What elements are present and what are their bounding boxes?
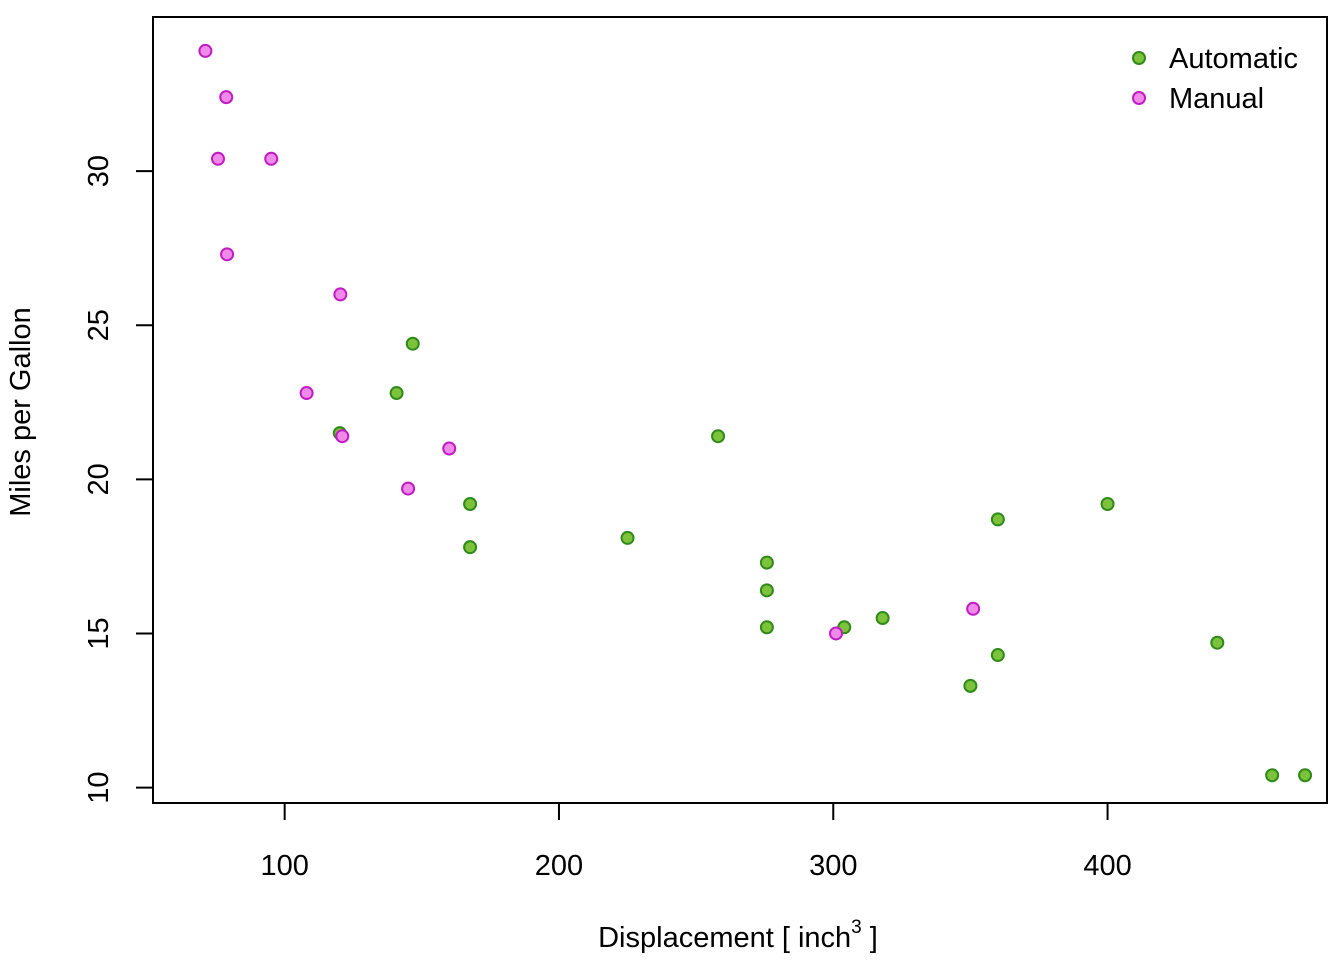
point-automatic (711, 429, 726, 444)
plot-frame (152, 16, 1328, 804)
point-automatic (759, 620, 774, 635)
legend-marker-manual (1132, 91, 1146, 105)
point-manual (264, 151, 279, 166)
point-manual (211, 151, 226, 166)
y-tick-label: 20 (83, 463, 115, 495)
y-tick-label: 15 (83, 617, 115, 649)
x-tick-label: 300 (809, 850, 857, 882)
point-manual (401, 481, 416, 496)
x-axis-label: Displacement [ inch3 ] (598, 917, 878, 954)
x-axis-label-suffix: ] (862, 922, 878, 954)
point-automatic (620, 530, 635, 545)
legend-label-automatic: Automatic (1169, 43, 1298, 75)
point-automatic (463, 497, 478, 512)
x-tick-label: 100 (260, 850, 308, 882)
point-automatic (405, 336, 420, 351)
point-automatic (875, 611, 890, 626)
y-tick-label: 25 (83, 309, 115, 341)
point-automatic (990, 512, 1005, 527)
point-manual (220, 247, 235, 262)
y-axis-label: Miles per Gallon (5, 307, 37, 517)
y-tick-label: 10 (83, 771, 115, 803)
y-tick-label: 30 (83, 155, 115, 187)
legend: Automatic Manual (1132, 43, 1298, 115)
point-automatic (1265, 768, 1280, 783)
point-manual (333, 287, 348, 302)
x-tick-label: 200 (535, 850, 583, 882)
point-manual (219, 90, 234, 105)
point-manual (335, 429, 350, 444)
point-manual (829, 626, 844, 641)
point-manual (966, 601, 981, 616)
point-automatic (990, 648, 1005, 663)
legend-marker-automatic (1132, 51, 1146, 65)
legend-label-manual: Manual (1169, 83, 1264, 115)
x-tick-label: 400 (1083, 850, 1131, 882)
point-manual (442, 441, 457, 456)
y-axis: 10 15 20 25 30 (83, 155, 154, 804)
point-automatic (389, 386, 404, 401)
point-automatic (1210, 635, 1225, 650)
point-automatic (963, 678, 978, 693)
point-automatic (463, 540, 478, 555)
point-manual (198, 43, 213, 58)
x-axis-label-superscript: 3 (851, 917, 862, 938)
point-automatic (759, 583, 774, 598)
data-points (198, 43, 1313, 783)
point-automatic (1298, 768, 1313, 783)
x-axis: 100 200 300 400 (260, 802, 1132, 882)
point-manual (299, 386, 314, 401)
point-automatic (1100, 497, 1115, 512)
point-automatic (759, 555, 774, 570)
